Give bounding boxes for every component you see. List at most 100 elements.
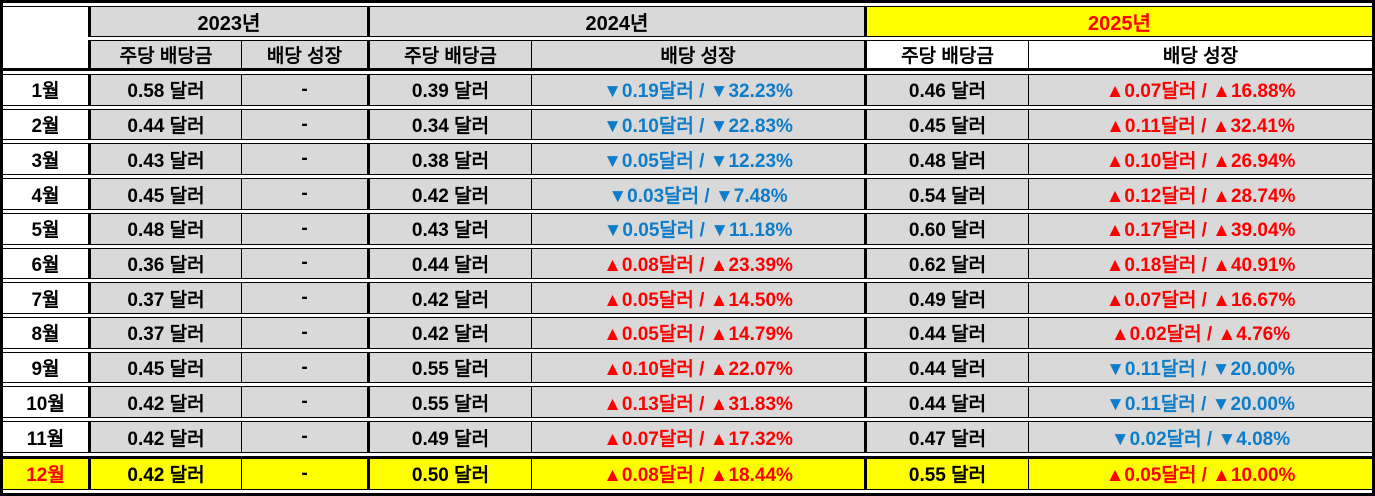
growth-2023-cell: - xyxy=(241,247,367,280)
table-row: 9월 0.45 달러 -0.55 달러 ▲0.10달러 / ▲22.07% 0.44 달… xyxy=(3,351,1372,384)
month-cell: 12월 xyxy=(3,455,88,490)
growth-2025-cell: ▲0.07달러 / ▲16.88% xyxy=(1028,74,1372,106)
dps-2024-cell: 0.44 달러 xyxy=(367,247,531,280)
growth-2023-cell: - xyxy=(241,351,367,384)
dps-2023-cell: 0.58 달러 xyxy=(88,74,241,106)
dps-2023-cell: 0.42 달러 xyxy=(88,386,241,419)
table-row: 12월 0.42 달러 -0.50 달러 ▲0.08달러 / ▲18.44% 0.55 … xyxy=(3,455,1372,490)
growth-2024-cell: ▼0.10달러 / ▼22.83% xyxy=(531,108,864,141)
growth-2023-cell: - xyxy=(241,212,367,245)
growth-2025-cell: ▼0.11달러 / ▼20.00% xyxy=(1028,351,1372,384)
dps-2024-cell: 0.38 달러 xyxy=(367,143,531,176)
growth-2024-cell: ▼0.05달러 / ▼12.23% xyxy=(531,143,864,176)
table-row: 1월 0.58 달러 -0.39 달러 ▼0.19달러 / ▼32.23% 0.46 달… xyxy=(3,74,1372,106)
table-row: 7월 0.37 달러 -0.42 달러 ▲0.05달러 / ▲14.50% 0.49 달… xyxy=(3,282,1372,315)
dps-2025-cell: 0.48 달러 xyxy=(864,143,1028,176)
dps-2025-cell: 0.55 달러 xyxy=(864,455,1028,490)
growth-2024-cell: ▼0.19달러 / ▼32.23% xyxy=(531,74,864,106)
growth-2025-cell: ▼0.02달러 / ▼4.08% xyxy=(1028,421,1372,453)
month-cell: 10월 xyxy=(3,386,88,419)
table-row: 4월 0.45 달러 -0.42 달러 ▼0.03달러 / ▼7.48% 0.54 달러… xyxy=(3,178,1372,210)
growth-2023-cell: - xyxy=(241,108,367,141)
growth-2024-cell: ▲0.05달러 / ▲14.50% xyxy=(531,282,864,315)
month-cell: 3월 xyxy=(3,143,88,176)
dps-2025-cell: 0.54 달러 xyxy=(864,178,1028,210)
growth-2023-cell: - xyxy=(241,74,367,106)
dps-2024-cell: 0.42 달러 xyxy=(367,282,531,315)
month-cell: 2월 xyxy=(3,108,88,141)
table-row: 3월 0.43 달러 -0.38 달러 ▼0.05달러 / ▼12.23% 0.48 달… xyxy=(3,143,1372,176)
growth-2025-cell: ▲0.18달러 / ▲40.91% xyxy=(1028,247,1372,280)
dps-2025-cell: 0.44 달러 xyxy=(864,317,1028,349)
table-row: 2월 0.44 달러 -0.34 달러 ▼0.10달러 / ▼22.83% 0.45 달… xyxy=(3,108,1372,141)
growth-2025-cell: ▲0.11달러 / ▲32.41% xyxy=(1028,108,1372,141)
header-columns-row: 주당 배당금 배당 성장 주당 배당금 배당 성장 주당 배당금 배당 성장 xyxy=(3,40,1372,71)
dps-2023-column-header: 주당 배당금 xyxy=(88,40,241,71)
dps-2025-cell: 0.62 달러 xyxy=(864,247,1028,280)
month-cell: 1월 xyxy=(3,74,88,106)
dps-2023-cell: 0.42 달러 xyxy=(88,421,241,453)
dps-2024-column-header: 주당 배당금 xyxy=(367,40,531,71)
growth-2023-cell: - xyxy=(241,143,367,176)
dps-2023-cell: 0.36 달러 xyxy=(88,247,241,280)
growth-2025-column-header: 배당 성장 xyxy=(1028,40,1372,71)
growth-2023-column-header: 배당 성장 xyxy=(241,40,367,71)
table-row: 8월 0.37 달러 -0.42 달러 ▲0.05달러 / ▲14.79% 0.44 달… xyxy=(3,317,1372,349)
table-row: 6월 0.36 달러 -0.44 달러 ▲0.08달러 / ▲23.39% 0.62 달… xyxy=(3,247,1372,280)
growth-2025-cell: ▼0.11달러 / ▼20.00% xyxy=(1028,386,1372,419)
growth-2023-cell: - xyxy=(241,317,367,349)
year-2025-header: 2025년 xyxy=(864,6,1372,37)
dps-2025-cell: 0.44 달러 xyxy=(864,386,1028,419)
dps-2023-cell: 0.45 달러 xyxy=(88,178,241,210)
year-2023-header: 2023년 xyxy=(88,6,367,37)
dps-2023-cell: 0.37 달러 xyxy=(88,282,241,315)
table-row: 11월 0.42 달러 -0.49 달러 ▲0.07달러 / ▲17.32% 0.47 … xyxy=(3,421,1372,453)
month-cell: 4월 xyxy=(3,178,88,210)
dps-2025-cell: 0.47 달러 xyxy=(864,421,1028,453)
growth-2025-cell: ▲0.07달러 / ▲16.67% xyxy=(1028,282,1372,315)
growth-2024-cell: ▼0.03달러 / ▼7.48% xyxy=(531,178,864,210)
growth-2024-column-header: 배당 성장 xyxy=(531,40,864,71)
dps-2024-cell: 0.39 달러 xyxy=(367,74,531,106)
dps-2023-cell: 0.48 달러 xyxy=(88,212,241,245)
dps-2025-cell: 0.49 달러 xyxy=(864,282,1028,315)
growth-2023-cell: - xyxy=(241,455,367,490)
dps-2025-cell: 0.46 달러 xyxy=(864,74,1028,106)
dps-2023-cell: 0.42 달러 xyxy=(88,455,241,490)
dps-2024-cell: 0.50 달러 xyxy=(367,455,531,490)
table-row: 5월 0.48 달러 -0.43 달러 ▼0.05달러 / ▼11.18% 0.60 달… xyxy=(3,212,1372,245)
growth-2025-cell: ▲0.12달러 / ▲28.74% xyxy=(1028,178,1372,210)
growth-2025-cell: ▲0.10달러 / ▲26.94% xyxy=(1028,143,1372,176)
dps-2025-cell: 0.45 달러 xyxy=(864,108,1028,141)
growth-2024-cell: ▲0.10달러 / ▲22.07% xyxy=(531,351,864,384)
growth-2024-cell: ▲0.05달러 / ▲14.79% xyxy=(531,317,864,349)
growth-2024-cell: ▲0.08달러 / ▲23.39% xyxy=(531,247,864,280)
year-2024-header: 2024년 xyxy=(367,6,864,37)
dps-2024-cell: 0.55 달러 xyxy=(367,351,531,384)
growth-2024-cell: ▼0.05달러 / ▼11.18% xyxy=(531,212,864,245)
growth-2023-cell: - xyxy=(241,282,367,315)
growth-2025-cell: ▲0.02달러 / ▲4.76% xyxy=(1028,317,1372,349)
dps-2023-cell: 0.43 달러 xyxy=(88,143,241,176)
dps-2025-cell: 0.60 달러 xyxy=(864,212,1028,245)
growth-2025-cell: ▲0.05달러 / ▲10.00% xyxy=(1028,455,1372,490)
dps-2025-column-header: 주당 배당금 xyxy=(864,40,1028,71)
growth-2023-cell: - xyxy=(241,178,367,210)
dps-2024-cell: 0.55 달러 xyxy=(367,386,531,419)
growth-2023-cell: - xyxy=(241,386,367,419)
growth-2023-cell: - xyxy=(241,421,367,453)
dps-2024-cell: 0.49 달러 xyxy=(367,421,531,453)
growth-2024-cell: ▲0.13달러 / ▲31.83% xyxy=(531,386,864,419)
header-year-row: 2023년 2024년 2025년 xyxy=(3,6,1372,71)
dps-2023-cell: 0.44 달러 xyxy=(88,108,241,141)
table-body: 1월 0.58 달러 -0.39 달러 ▼0.19달러 / ▼32.23% 0.46 달… xyxy=(3,74,1372,490)
growth-2024-cell: ▲0.07달러 / ▲17.32% xyxy=(531,421,864,453)
month-cell: 8월 xyxy=(3,317,88,349)
dps-2023-cell: 0.45 달러 xyxy=(88,351,241,384)
table-row: 10월 0.42 달러 -0.55 달러 ▲0.13달러 / ▲31.83% 0.44 … xyxy=(3,386,1372,419)
dps-2024-cell: 0.42 달러 xyxy=(367,178,531,210)
month-cell: 9월 xyxy=(3,351,88,384)
dividend-table: 2023년 2024년 2025년 주당 배당금 배당 성장 주당 배당금 배당… xyxy=(3,3,1372,493)
dps-2023-cell: 0.37 달러 xyxy=(88,317,241,349)
